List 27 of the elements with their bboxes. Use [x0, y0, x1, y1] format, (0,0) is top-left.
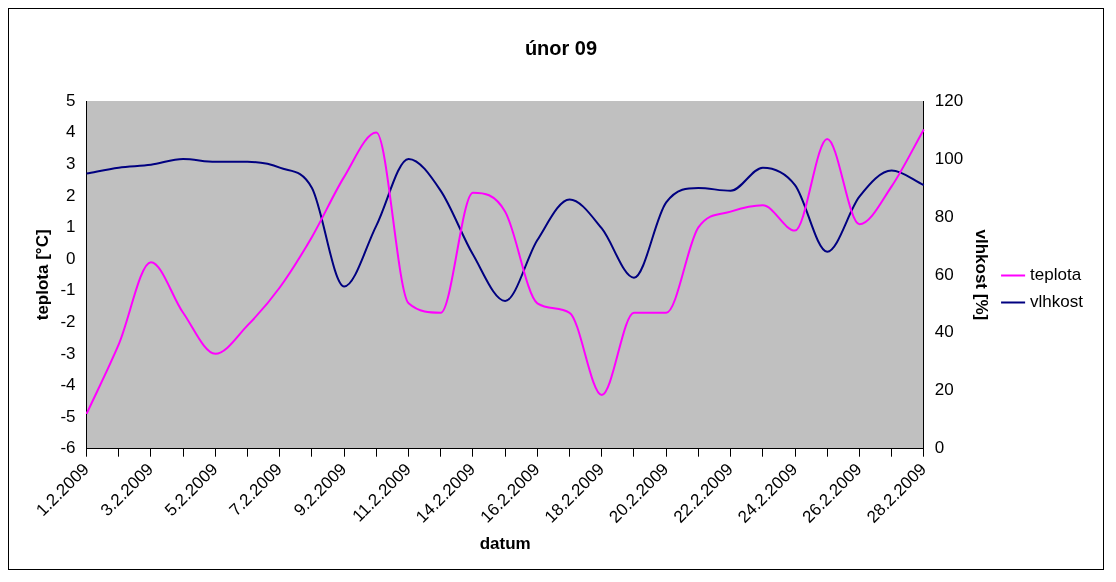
y-tick-label: 2 — [66, 185, 76, 205]
y-tick-label: -2 — [60, 311, 76, 331]
y-tick-label: 1 — [66, 217, 76, 237]
y-axis-title: teplota [°C] — [32, 229, 52, 321]
y2-tick-label: 120 — [934, 90, 964, 110]
y2-tick-label: 40 — [934, 322, 954, 342]
y2-tick-label: 0 — [934, 438, 945, 458]
y2-axis-title: vlhkost [%] — [971, 229, 991, 321]
y2-tick-label: 20 — [934, 380, 954, 400]
x-axis-title: datum — [479, 534, 531, 554]
chart-title: únor 09 — [524, 36, 598, 59]
legend-label: vlhkost — [1030, 292, 1084, 312]
legend-label: teplota — [1030, 265, 1082, 285]
line-series — [85, 157, 925, 302]
y-tick-label: -6 — [60, 438, 76, 458]
y-tick-label: -3 — [60, 343, 76, 363]
y2-tick-label: 80 — [934, 206, 954, 226]
y2-tick-label: 60 — [934, 264, 954, 284]
y2-tick-label: 100 — [934, 148, 964, 168]
y-tick-label: 4 — [66, 122, 76, 142]
y-tick-label: -5 — [60, 406, 76, 426]
line-series — [85, 128, 925, 415]
y-tick-label: 5 — [66, 90, 76, 110]
y-tick-label: -4 — [60, 375, 76, 395]
y-tick-label: 0 — [66, 248, 76, 268]
y-tick-label: 3 — [66, 153, 76, 173]
y-tick-label: -1 — [60, 280, 76, 300]
